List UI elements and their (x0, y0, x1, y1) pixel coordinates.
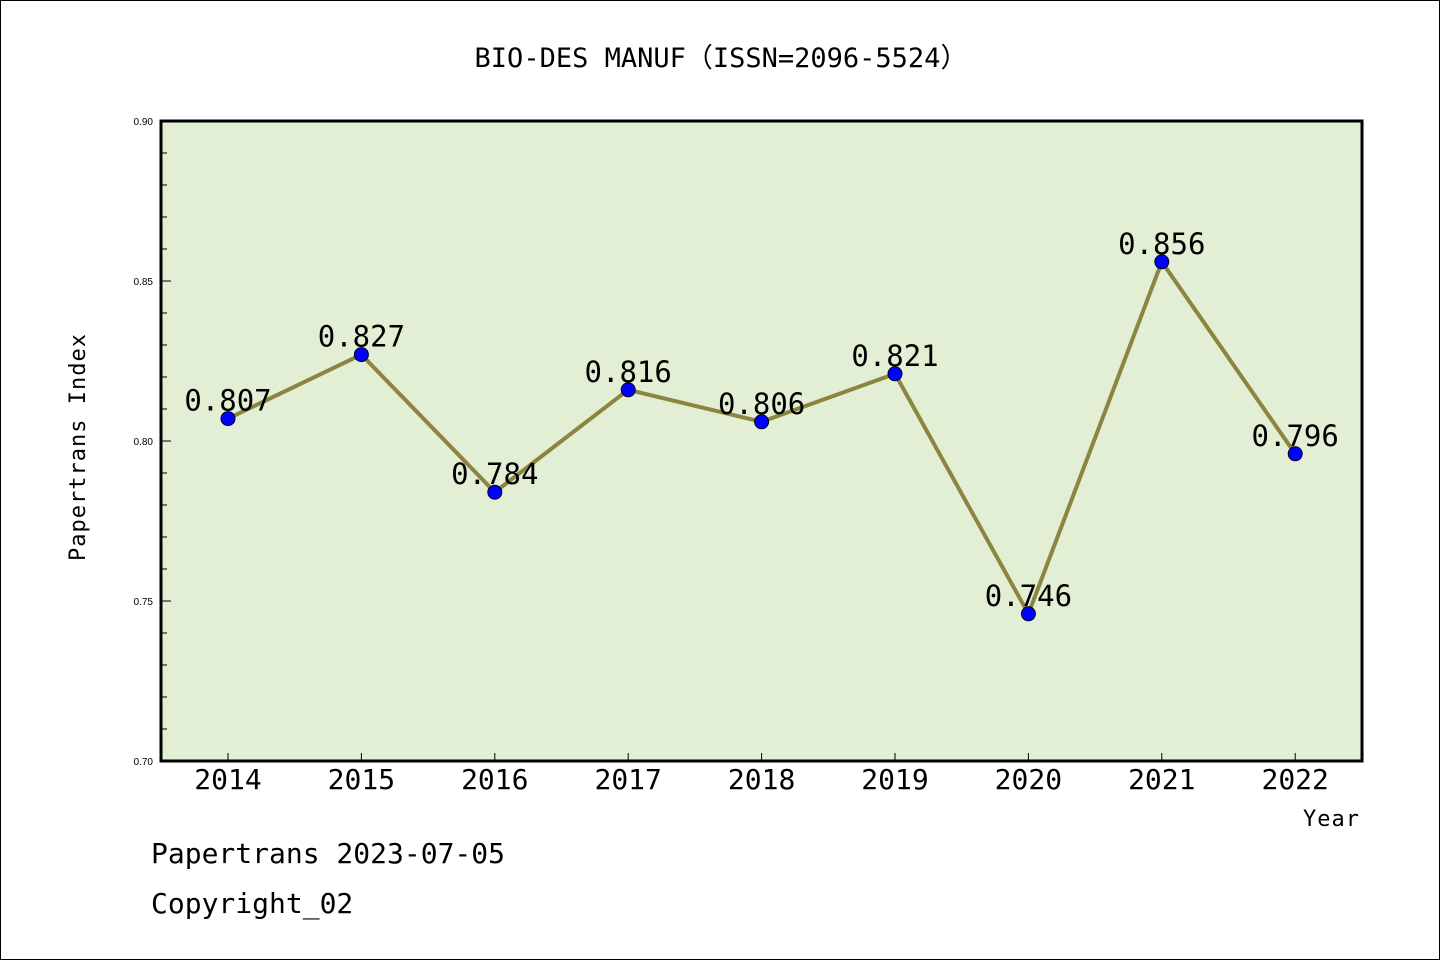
y-tick-label: 0.90 (134, 117, 154, 128)
data-label: 0.821 (851, 339, 938, 373)
data-label-group: 0.807 0.827 0.784 0.816 0.806 0.821 0.746 0.856… (184, 227, 1339, 613)
y-tick-label: 0.80 (134, 437, 154, 448)
data-label: 0.784 (451, 457, 538, 491)
x-tick-label: 2015 (328, 763, 395, 796)
data-point-marker (487, 484, 503, 500)
footer-date-text: Papertrans 2023-07-05 (151, 837, 506, 870)
y-axis: 0.70 0.75 0.80 0.85 0.90 (134, 117, 171, 768)
chart-title: BIO-DES MANUF（ISSN=2096-5524） (475, 43, 968, 74)
data-point-marker (887, 366, 903, 382)
x-axis-label: Year (1303, 807, 1360, 832)
data-label: 0.856 (1118, 227, 1205, 261)
y-tick-label: 0.70 (134, 757, 154, 768)
data-label: 0.796 (1252, 419, 1339, 453)
x-tick-label: 2019 (861, 763, 928, 796)
x-tick-label: 2014 (194, 763, 261, 796)
x-axis: 2014 2015 2016 2017 2018 2019 2020 2021 2022 (194, 753, 1329, 796)
data-point-marker (353, 347, 369, 363)
data-label: 0.827 (318, 320, 405, 354)
x-tick-label: 2017 (594, 763, 661, 796)
y-tick-label: 0.75 (134, 597, 154, 608)
data-label: 0.807 (184, 384, 271, 418)
data-point-marker (620, 382, 636, 398)
footer-copyright-text: Copyright_02 (151, 887, 354, 920)
x-tick-label: 2021 (1128, 763, 1195, 796)
data-point-marker (1287, 446, 1303, 462)
y-axis-label: Papertrans Index (66, 333, 91, 561)
x-tick-label: 2020 (995, 763, 1062, 796)
data-label: 0.746 (985, 579, 1072, 613)
data-point-marker (220, 411, 236, 427)
x-tick-label: 2016 (461, 763, 528, 796)
data-label: 0.816 (585, 355, 672, 389)
marker-group (220, 254, 1303, 622)
data-point-marker (1154, 254, 1170, 270)
data-point-marker (1020, 606, 1036, 622)
data-point-marker (754, 414, 770, 430)
data-label: 0.806 (718, 387, 805, 421)
plot-area (159, 119, 1364, 763)
x-tick-label: 2022 (1261, 763, 1328, 796)
x-tick-label: 2018 (728, 763, 795, 796)
y-tick-label: 0.85 (134, 277, 154, 288)
